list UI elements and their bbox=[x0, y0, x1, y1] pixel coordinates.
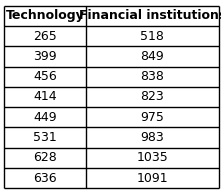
Text: 449: 449 bbox=[33, 111, 57, 124]
Text: 265: 265 bbox=[33, 30, 57, 43]
Text: Technology: Technology bbox=[6, 9, 84, 22]
Text: 983: 983 bbox=[141, 131, 164, 144]
Text: 823: 823 bbox=[141, 90, 164, 103]
Text: 414: 414 bbox=[33, 90, 57, 103]
Text: 1035: 1035 bbox=[136, 151, 168, 164]
Text: 975: 975 bbox=[140, 111, 164, 124]
Text: 518: 518 bbox=[140, 30, 164, 43]
Text: 838: 838 bbox=[140, 70, 164, 83]
Text: 636: 636 bbox=[33, 171, 57, 185]
Text: 531: 531 bbox=[33, 131, 57, 144]
Text: 1091: 1091 bbox=[137, 171, 168, 185]
Text: Financial institutions: Financial institutions bbox=[79, 9, 221, 22]
Text: 399: 399 bbox=[33, 50, 57, 63]
Text: 628: 628 bbox=[33, 151, 57, 164]
Text: 456: 456 bbox=[33, 70, 57, 83]
Text: 849: 849 bbox=[141, 50, 164, 63]
